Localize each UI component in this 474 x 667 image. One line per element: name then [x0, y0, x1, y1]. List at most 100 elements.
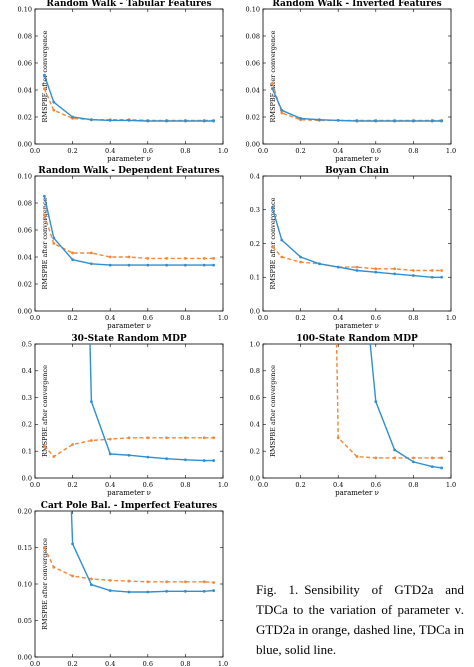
x-tick-label: 0.6 [371, 481, 381, 489]
data-point-tdca [108, 589, 112, 592]
series-line-gtd2a [43, 547, 214, 584]
data-point-tdca [412, 460, 415, 464]
y-tick-label: 0.2 [250, 448, 260, 456]
data-point-tdca [165, 457, 169, 461]
x-tick-label: 0.2 [67, 314, 77, 322]
caption-label: Fig. 1. [256, 582, 299, 597]
data-point-tdca [108, 118, 112, 122]
x-tick-label: 0.6 [371, 314, 381, 322]
data-point-tdca [374, 400, 378, 404]
data-point-gtd2a [146, 580, 150, 584]
x-tick-label: 0.6 [371, 147, 381, 155]
x-tick-label: 0.2 [67, 660, 77, 667]
x-tick-label: 0.4 [333, 314, 343, 322]
y-tick-label: 0.2 [250, 240, 260, 248]
data-point-tdca [318, 262, 321, 266]
plot-frame [34, 175, 224, 312]
data-point-gtd2a [108, 437, 112, 441]
x-tick-label: 0.8 [408, 314, 418, 322]
data-point-tdca [202, 263, 206, 267]
x-tick-label: 0.8 [180, 660, 190, 667]
series-line-gtd2a [271, 246, 442, 272]
y-axis-label: RMSPBE after convergence [41, 365, 49, 457]
data-point-tdca [280, 108, 284, 112]
series-line-tdca [369, 344, 442, 469]
data-point-gtd2a [393, 456, 396, 460]
x-tick-label: 1.0 [218, 660, 228, 667]
y-tick-label: 1.0 [250, 340, 260, 348]
chart-title: 30-State Random MDP [71, 334, 187, 344]
chart-panel: Random Walk - Dependent Features 0.0 0.2 0.… [18, 166, 229, 330]
data-point-tdca [90, 583, 93, 587]
data-point-gtd2a [440, 269, 443, 272]
data-point-gtd2a [146, 256, 150, 260]
data-point-gtd2a [280, 111, 284, 115]
x-tick-label: 1.0 [446, 147, 456, 155]
data-point-gtd2a [90, 439, 93, 442]
data-point-gtd2a [52, 108, 56, 112]
data-point-tdca [271, 87, 274, 91]
data-point-gtd2a [430, 456, 434, 460]
x-tick-label: 1.0 [218, 481, 228, 489]
data-point-gtd2a [271, 245, 274, 249]
y-tick-label: 0.15 [18, 544, 32, 552]
data-point-gtd2a [202, 256, 206, 260]
y-tick-label: 0.08 [18, 32, 32, 40]
data-point-tdca [393, 119, 396, 123]
y-tick-label: 0.8 [250, 367, 260, 375]
y-tick-label: 0.4 [22, 367, 32, 375]
plot-frame [262, 343, 452, 479]
data-point-gtd2a [43, 87, 46, 91]
data-point-tdca [90, 400, 93, 404]
y-tick-label: 0.05 [18, 617, 32, 625]
data-point-gtd2a [165, 436, 169, 440]
data-point-gtd2a [271, 81, 274, 85]
series-line-gtd2a [271, 83, 442, 122]
data-point-gtd2a [393, 267, 396, 271]
x-axis-label: parameter ν [107, 155, 151, 163]
series-line-gtd2a [43, 214, 214, 260]
data-point-tdca [184, 458, 187, 462]
chart-title: Random Walk - Tabular Features [46, 0, 211, 9]
data-point-gtd2a [127, 436, 131, 440]
data-point-gtd2a [212, 581, 216, 584]
x-tick-label: 0.8 [180, 147, 190, 155]
y-tick-label: 0.02 [246, 113, 260, 121]
data-point-tdca [430, 119, 434, 123]
data-point-tdca [146, 590, 150, 594]
y-tick-label: 0.04 [246, 86, 260, 94]
y-tick-label: 0.0 [250, 307, 260, 315]
data-point-tdca [336, 265, 340, 269]
y-tick-label: 0.10 [18, 580, 32, 588]
data-point-gtd2a [127, 255, 131, 259]
data-point-tdca [146, 119, 150, 123]
data-point-tdca [202, 589, 206, 593]
y-tick-label: 0.04 [18, 86, 32, 94]
data-point-gtd2a [336, 436, 340, 440]
x-axis-label: parameter ν [107, 322, 151, 330]
data-point-tdca [430, 275, 434, 279]
y-tick-label: 0.00 [18, 307, 32, 315]
y-tick-label: 0.00 [246, 140, 260, 148]
chart-title: 100-State Random MDP [296, 334, 418, 344]
data-point-gtd2a [90, 577, 93, 581]
data-point-gtd2a [127, 579, 131, 583]
x-tick-label: 0.6 [143, 660, 153, 667]
chart-panel: 100-State Random MDP 0.0 0.2 0.4 0.6 0.8 1.0 0.… [250, 334, 457, 497]
data-point-tdca [108, 263, 112, 267]
data-point-gtd2a [43, 444, 46, 448]
data-point-gtd2a [202, 580, 206, 584]
data-point-tdca [127, 263, 131, 267]
x-tick-label: 0.0 [258, 481, 268, 489]
data-point-gtd2a [202, 436, 206, 440]
y-tick-label: 0.10 [18, 172, 32, 180]
data-point-tdca [440, 275, 443, 279]
data-point-tdca [127, 590, 131, 594]
data-point-tdca [146, 263, 150, 267]
data-point-gtd2a [355, 265, 359, 269]
y-tick-label: 0.10 [246, 5, 260, 13]
data-point-tdca [212, 459, 216, 462]
y-tick-label: 0.1 [22, 448, 32, 456]
data-point-tdca [355, 269, 359, 272]
